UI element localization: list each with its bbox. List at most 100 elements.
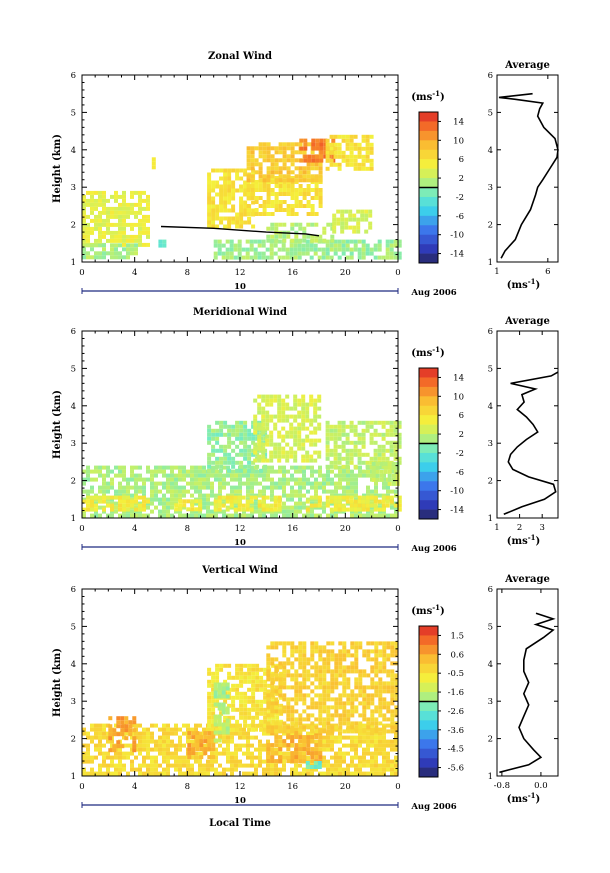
- heatmap-cell: [82, 771, 86, 776]
- heatmap-cell: [166, 481, 170, 486]
- heatmap-cell: [390, 661, 395, 666]
- heatmap-cell: [290, 721, 295, 726]
- heatmap-cell: [369, 424, 374, 429]
- heatmap-cell: [286, 146, 291, 151]
- colorbar-swatch: [419, 682, 438, 693]
- heatmap-cell: [239, 212, 244, 217]
- heatmap-cell: [257, 422, 262, 427]
- heatmap-cell: [110, 214, 114, 219]
- heatmap-cell: [290, 509, 294, 514]
- heatmap-cell: [374, 513, 378, 518]
- heatmap-cell: [211, 695, 216, 700]
- heatmap-cell: [290, 649, 295, 654]
- heatmap-cell: [239, 220, 244, 225]
- heatmap-cell: [225, 247, 230, 252]
- heatmap-cell: [385, 428, 390, 433]
- heatmap-cell: [350, 485, 354, 490]
- heatmap-cell: [225, 726, 230, 731]
- profile-x-label-close: ): [536, 794, 541, 805]
- date-label: Aug 2006: [410, 802, 456, 812]
- heatmap-cell: [114, 190, 118, 195]
- heatmap-cell: [349, 448, 354, 453]
- heatmap-cell: [278, 755, 283, 760]
- heatmap-cell: [150, 497, 154, 502]
- heatmap-cell: [207, 200, 212, 205]
- heatmap-cell: [262, 513, 266, 518]
- heatmap-cell: [122, 755, 126, 760]
- heatmap-cell: [246, 735, 250, 740]
- heatmap-cell: [342, 771, 346, 776]
- heatmap-cell: [98, 747, 102, 752]
- heatmap-cell: [174, 755, 178, 760]
- heatmap-cell: [298, 685, 303, 690]
- heatmap-cell: [311, 158, 316, 163]
- heatmap-cell: [382, 731, 386, 736]
- heatmap-cell: [138, 739, 142, 744]
- heatmap-cell: [199, 747, 204, 752]
- heatmap-cell: [116, 720, 121, 725]
- heatmap-cell: [341, 424, 346, 429]
- heatmap-cell: [282, 142, 287, 147]
- heatmap-cell: [394, 759, 398, 764]
- heatmap-cell: [126, 238, 130, 243]
- heatmap-cell: [130, 735, 134, 740]
- heatmap-cell: [298, 747, 303, 752]
- heatmap-cell: [166, 513, 170, 518]
- heatmap-cell: [206, 759, 210, 764]
- heatmap-cell: [338, 473, 342, 478]
- heatmap-cell: [178, 747, 182, 752]
- heatmap-cell: [202, 505, 206, 510]
- heatmap-cell: [390, 677, 395, 682]
- heatmap-cell: [306, 481, 310, 486]
- heatmap-cell: [213, 243, 218, 248]
- heatmap-cell: [250, 192, 255, 196]
- heatmap-cell: [162, 739, 166, 744]
- heatmap-cell: [210, 509, 214, 514]
- heatmap-cell: [98, 202, 102, 207]
- heatmap-cell: [86, 465, 90, 470]
- heatmap-cell: [365, 154, 370, 159]
- heatmap-cell: [318, 162, 323, 167]
- heatmap-cell: [333, 424, 338, 429]
- heatmap-cell: [108, 748, 113, 753]
- heatmap-cell: [349, 456, 354, 461]
- colorbar-swatch: [419, 244, 438, 254]
- heatmap-cell: [118, 194, 122, 199]
- heatmap-cell: [297, 446, 302, 451]
- heatmap-cell: [194, 727, 198, 732]
- heatmap-cell: [253, 398, 258, 403]
- heatmap-cell: [221, 690, 226, 695]
- heatmap-cell: [318, 681, 323, 686]
- heatmap-cell: [365, 452, 370, 457]
- heatmap-cell: [302, 725, 307, 730]
- heatmap-cell: [317, 422, 322, 427]
- heatmap-cell: [266, 473, 270, 478]
- heatmap-cell: [366, 763, 370, 768]
- heatmap-cell: [282, 234, 287, 239]
- heatmap-cell: [227, 460, 232, 465]
- heatmap-cell: [322, 729, 327, 734]
- heatmap-cell: [302, 717, 307, 722]
- heatmap-cell: [302, 234, 307, 239]
- heatmap-cell: [207, 176, 212, 181]
- heatmap-cell: [118, 751, 122, 756]
- heatmap-cell: [273, 450, 278, 455]
- heatmap-cell: [118, 759, 122, 764]
- date-label: Aug 2006: [410, 544, 456, 554]
- heatmap-cell: [215, 667, 220, 672]
- heatmap-cell: [265, 394, 270, 399]
- heatmap-cell: [118, 202, 122, 207]
- heatmap-cell: [289, 434, 294, 439]
- heatmap-cell: [202, 493, 206, 498]
- heatmap-cell: [386, 729, 391, 734]
- heatmap-cell: [146, 747, 150, 752]
- heatmap-cell: [338, 771, 342, 776]
- heatmap-cell: [130, 469, 134, 474]
- heatmap-cell: [190, 493, 194, 498]
- heatmap-cell: [370, 677, 375, 682]
- heatmap-cell: [333, 251, 338, 256]
- heatmap-cell: [231, 715, 236, 720]
- heatmap-cell: [290, 158, 295, 163]
- heatmap-cell: [227, 180, 232, 185]
- heatmap-cell: [207, 743, 212, 748]
